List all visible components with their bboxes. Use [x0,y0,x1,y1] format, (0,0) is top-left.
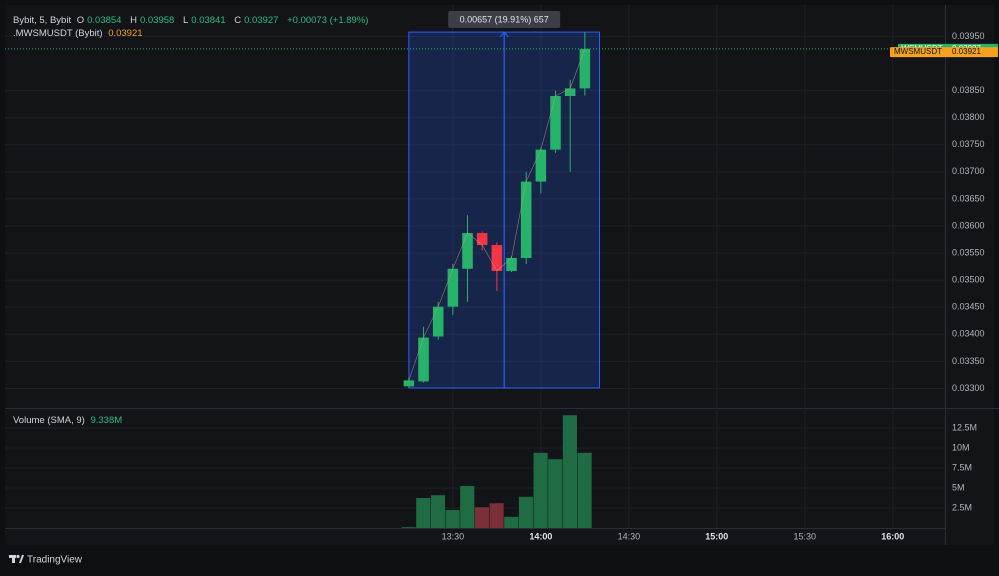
x-tick-label: 16:00 [881,531,904,541]
y-tick-label: 0.03600 [952,220,985,230]
volume-bar [474,507,490,528]
legend-main: Bybit, 5, Bybit O 0.03854 H 0.03958 L 0.038… [13,15,371,26]
candle-body [462,233,473,269]
legend-text: H [130,15,137,26]
candle-body [491,244,503,271]
legend-text: L [182,15,189,26]
footer-brand: TradingView [27,555,83,566]
compare-tag-name: MWSMUSDT [894,47,942,56]
volume-bar [548,459,563,528]
candle-body [550,96,561,150]
legend-title: Bybit, 5, Bybit [13,15,72,26]
legend-text: C [234,15,242,26]
legend-o: O 0.03854 [77,15,125,26]
volume-bar [460,486,475,528]
candle-body [403,380,415,387]
compare-value: 0.03921 [108,28,143,39]
legend-text: 0.03927 [244,15,279,26]
legend-l: L 0.03841 [183,15,229,26]
y-tick-label: 10M [952,442,970,452]
legend-text: O [76,15,85,26]
legend-c: C 0.03927 [234,15,281,26]
y-tick-label: 2.5M [952,502,972,512]
y-tick-label: 0.03400 [952,329,985,339]
volume-bar [577,452,592,528]
y-tick-label: 7.5M [952,462,972,472]
legend-volume: Volume (SMA, 9) 9.338M [13,415,125,426]
y-tick-label: 0.03800 [952,112,985,122]
x-tick-label: 13:30 [442,531,465,541]
candle-body [447,268,459,307]
measure-tooltip: 0.00657 (19.91%) 657 [460,14,549,24]
candle-body [476,233,488,245]
legend-text: 0.03854 [87,15,122,26]
y-tick-label: 0.03350 [952,356,985,366]
y-tick-label: 0.03850 [952,85,985,95]
volume-bar [416,498,431,528]
candle-body [506,257,517,271]
chart-panel [5,5,994,545]
volume-sma: 9.338M [90,415,123,426]
legend-text: 0.03841 [191,15,226,26]
compare-name: .MWSMUSDT (Bybit) [13,28,103,39]
candle-body [535,149,547,182]
volume-bar [430,495,446,528]
candle-body [418,337,429,382]
candle-body [520,181,532,258]
legend-change: +0.00073 (+1.89%) [287,15,369,26]
candle-body [564,88,576,96]
close-line [408,48,586,381]
y-tick-label: 0.03700 [952,166,985,176]
y-tick-label: 0.03650 [952,193,985,203]
volume-bar [489,503,504,528]
compare-tag-value: 0.03921 [952,47,981,56]
y-tick-label: 0.03550 [952,247,985,257]
x-tick-label: 15:00 [705,531,728,541]
y-tick-label: 0.03500 [952,275,985,285]
measure-tooltip-bg [448,11,561,28]
x-tick-label: 14:00 [529,531,552,541]
legend-text: 0.03958 [139,15,175,26]
logo [9,554,24,563]
legend-compare: .MWSMUSDT (Bybit) 0.03921 [13,28,146,39]
volume-bar [445,510,460,528]
volume-bar [562,415,578,528]
volume-title: Volume (SMA, 9) [13,415,85,426]
y-tick-label: 12.5M [952,422,977,432]
volume-bar [504,516,519,528]
volume-bar [401,527,416,528]
y-tick-label: 0.03750 [952,139,985,149]
y-tick-label: 0.03300 [952,383,985,393]
legend-h: H 0.03958 [130,15,177,26]
compare-tag-bg [890,47,998,58]
volume-bar [518,496,534,528]
x-tick-label: 15:30 [794,531,817,541]
candle-body [579,48,591,89]
measure-arrowhead [499,31,509,38]
candle-body [432,306,444,337]
y-tick-label: 5M [952,482,965,492]
volume-bar [533,452,548,528]
y-tick-label: 0.03450 [952,302,985,312]
x-tick-label: 14:30 [618,531,641,541]
y-tick-label: 0.03950 [952,31,985,41]
